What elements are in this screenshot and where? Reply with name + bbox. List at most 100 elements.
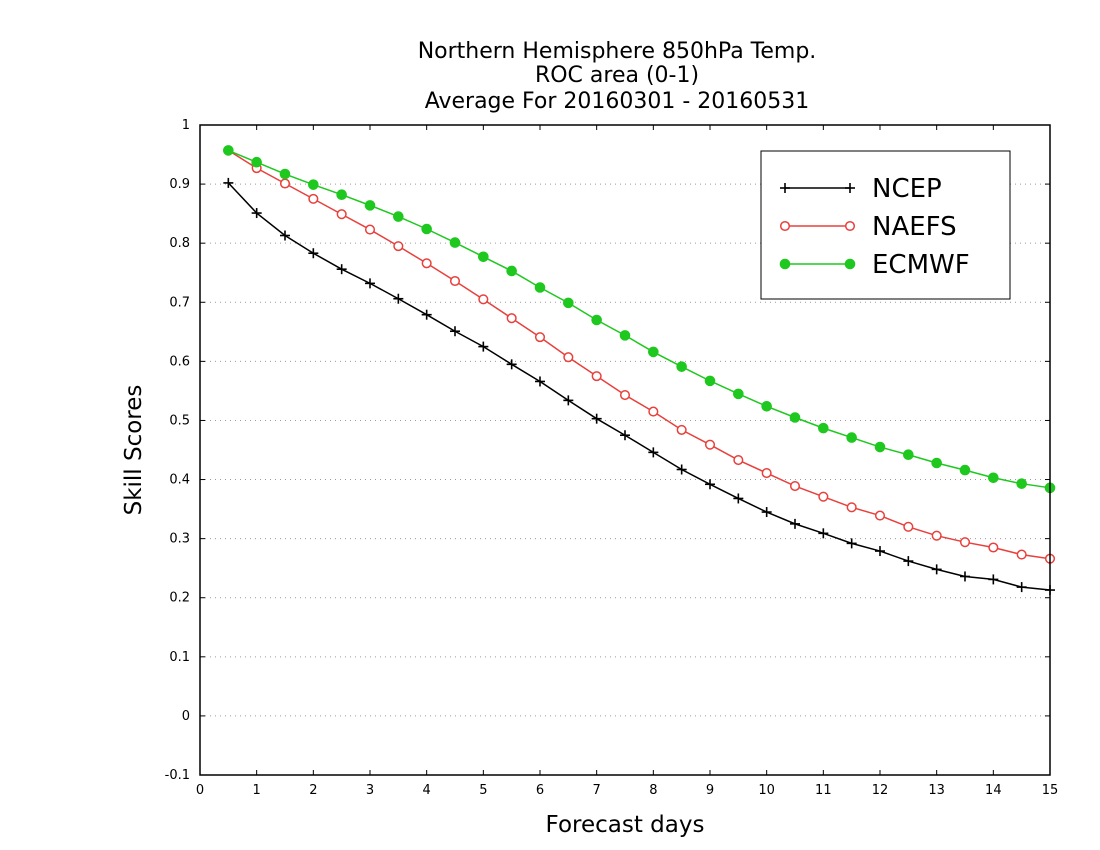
gridlines bbox=[200, 183, 1050, 717]
data-point-naefs-15 bbox=[648, 406, 659, 417]
data-point-ncep-21 bbox=[818, 528, 829, 539]
data-point-naefs-19 bbox=[761, 467, 772, 479]
series-group bbox=[223, 145, 1056, 596]
data-point-ecmwf-1 bbox=[251, 156, 262, 168]
data-point-naefs-9 bbox=[478, 294, 489, 305]
data-point-ecmwf-10 bbox=[506, 265, 517, 277]
legend-label: ECMWF bbox=[872, 250, 970, 280]
legend-marker-left bbox=[780, 183, 790, 193]
data-point-ecmwf-16 bbox=[676, 361, 687, 372]
series-ncep bbox=[223, 177, 1055, 596]
plot-frame bbox=[199, 124, 1051, 776]
legend-label: NAEFS bbox=[872, 212, 957, 242]
data-point-naefs-20 bbox=[789, 480, 801, 492]
series-naefs bbox=[223, 145, 1056, 564]
data-point-naefs-7 bbox=[421, 258, 432, 269]
x-tick-label-8: 8 bbox=[649, 783, 657, 798]
data-point-naefs-28 bbox=[1016, 549, 1027, 560]
data-point-ncep-8 bbox=[450, 326, 460, 337]
data-point-ncep-14 bbox=[620, 430, 630, 441]
y-tick-label-7: 0.6 bbox=[169, 354, 190, 369]
chart-title-line-1: Northern Hemisphere 850hPa Temp. bbox=[418, 39, 817, 64]
data-point-ncep-10 bbox=[506, 359, 517, 370]
data-point-naefs-2 bbox=[279, 178, 291, 189]
data-point-ecmwf-23 bbox=[874, 441, 886, 453]
data-point-naefs-17 bbox=[704, 439, 716, 450]
data-point-ecmwf-24 bbox=[903, 449, 914, 461]
data-point-ecmwf-15 bbox=[648, 346, 659, 358]
x-tick-label-11: 11 bbox=[815, 783, 832, 798]
data-point-ecmwf-17 bbox=[704, 375, 716, 387]
data-point-ncep-11 bbox=[535, 376, 545, 387]
data-point-naefs-24 bbox=[903, 521, 914, 532]
y-tick-label-6: 0.5 bbox=[169, 413, 190, 428]
data-point-ecmwf-18 bbox=[733, 388, 744, 400]
y-tick-label-11: 1 bbox=[182, 118, 190, 133]
data-point-ecmwf-7 bbox=[421, 223, 432, 235]
x-tick-label-7: 7 bbox=[593, 783, 601, 798]
data-point-naefs-6 bbox=[393, 241, 404, 252]
data-point-ncep-12 bbox=[563, 395, 574, 406]
data-point-naefs-18 bbox=[733, 454, 744, 466]
data-point-ecmwf-14 bbox=[619, 330, 631, 341]
data-point-naefs-23 bbox=[874, 510, 886, 521]
data-point-ecmwf-3 bbox=[308, 179, 319, 190]
data-point-ncep-2 bbox=[280, 230, 290, 241]
legend-marker-right bbox=[844, 220, 856, 232]
legend: NCEP NAEFS ECMWF bbox=[760, 150, 1011, 300]
y-tick-label-2: 0.1 bbox=[169, 650, 190, 665]
data-point-naefs-25 bbox=[931, 530, 942, 541]
chart-title-line-2: ROC area (0-1) bbox=[535, 63, 699, 88]
data-point-ecmwf-22 bbox=[846, 432, 857, 443]
legend-marker-right bbox=[845, 183, 855, 193]
data-point-ecmwf-0 bbox=[223, 145, 234, 156]
x-tick-label-4: 4 bbox=[423, 783, 431, 798]
chart-title: Northern Hemisphere 850hPa Temp. ROC are… bbox=[418, 39, 817, 114]
data-point-ncep-9 bbox=[478, 341, 489, 352]
data-point-ecmwf-21 bbox=[818, 422, 829, 434]
data-point-naefs-10 bbox=[506, 313, 517, 324]
data-point-ncep-17 bbox=[705, 479, 715, 490]
data-point-naefs-21 bbox=[818, 491, 829, 502]
data-point-ncep-27 bbox=[988, 574, 999, 585]
data-point-ncep-26 bbox=[960, 571, 970, 582]
data-point-ncep-28 bbox=[1016, 582, 1027, 593]
x-tick-label-6: 6 bbox=[536, 783, 544, 798]
series-ecmwf bbox=[223, 145, 1056, 494]
data-point-naefs-8 bbox=[449, 275, 461, 287]
data-point-ncep-3 bbox=[308, 248, 319, 259]
data-point-ecmwf-28 bbox=[1016, 478, 1027, 489]
chart-title-line-3: Average For 20160301 - 20160531 bbox=[425, 89, 810, 114]
data-point-ecmwf-27 bbox=[988, 472, 999, 484]
data-point-naefs-5 bbox=[364, 224, 376, 235]
data-point-ncep-4 bbox=[336, 264, 347, 275]
y-tick-label-5: 0.4 bbox=[169, 473, 190, 488]
y-tick-label-0: -0.1 bbox=[165, 768, 190, 783]
data-point-ncep-0 bbox=[223, 177, 234, 188]
legend-item-ecmwf: ECMWF bbox=[779, 250, 970, 280]
data-point-ncep-16 bbox=[676, 464, 687, 475]
legend-marker-left bbox=[779, 220, 791, 232]
y-axis-title: Skill Scores bbox=[121, 385, 147, 516]
data-point-ncep-24 bbox=[903, 556, 914, 567]
data-point-ecmwf-2 bbox=[279, 168, 291, 180]
data-point-ecmwf-19 bbox=[761, 400, 772, 412]
data-point-ncep-1 bbox=[251, 208, 262, 219]
data-point-ecmwf-20 bbox=[789, 412, 801, 423]
legend-marker-left bbox=[779, 258, 791, 270]
y-tick-label-8: 0.7 bbox=[169, 295, 190, 310]
data-point-ncep-18 bbox=[733, 493, 744, 504]
x-tick-label-14: 14 bbox=[985, 783, 1002, 798]
x-tick-label-2: 2 bbox=[309, 783, 317, 798]
x-tick-label-5: 5 bbox=[479, 783, 487, 798]
y-tick-label-1: 0 bbox=[182, 709, 190, 724]
data-point-ncep-15 bbox=[648, 447, 659, 458]
legend-box bbox=[760, 150, 1011, 300]
x-tick-label-12: 12 bbox=[872, 783, 889, 798]
data-point-ecmwf-11 bbox=[534, 282, 546, 293]
x-tick-label-0: 0 bbox=[196, 783, 204, 798]
data-point-ecmwf-8 bbox=[449, 237, 461, 248]
x-tick-label-1: 1 bbox=[253, 783, 261, 798]
x-tick-label-9: 9 bbox=[706, 783, 714, 798]
data-point-naefs-14 bbox=[619, 389, 631, 401]
